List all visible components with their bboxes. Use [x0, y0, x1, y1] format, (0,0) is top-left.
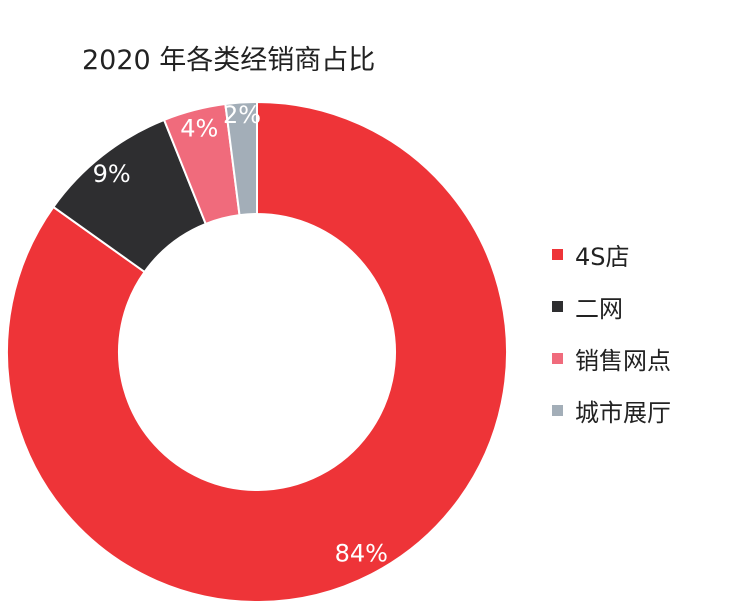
chart-title: 2020 年各类经销商占比 — [82, 45, 376, 76]
slice-label-1: 84% — [335, 539, 388, 567]
legend-label-4: 城市展厅 — [575, 398, 671, 427]
slice-label-4: 2% — [223, 101, 261, 129]
legend-item-3: 销售网点 — [552, 332, 671, 384]
slice-4 — [224, 100, 258, 217]
legend-label-3: 销售网点 — [575, 346, 671, 375]
legend-swatch-3 — [552, 352, 563, 364]
legend-label-1: 4S店 — [575, 242, 630, 271]
slice-label-3: 4% — [180, 115, 218, 143]
legend-item-4: 城市展厅 — [552, 384, 671, 436]
slice-1 — [6, 100, 508, 603]
legend-item-2: 二网 — [552, 280, 671, 332]
legend-label-2: 二网 — [575, 294, 623, 323]
legend-swatch-2 — [552, 300, 563, 312]
slice-label-2: 9% — [93, 160, 131, 188]
legend: 4S店二网销售网点城市展厅 — [552, 228, 671, 436]
legend-swatch-1 — [552, 248, 563, 260]
legend-swatch-4 — [552, 404, 563, 416]
legend-item-1: 4S店 — [552, 228, 671, 280]
